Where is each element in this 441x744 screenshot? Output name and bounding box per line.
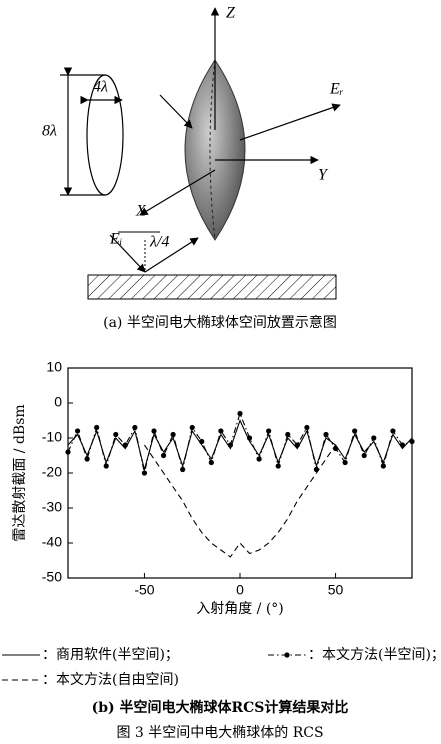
chart: -50 -40 -30 -20 -10 0 10 -50 0 50 入射角度 / (°) 雷达散射截面… (2, 359, 441, 688)
series-line (143, 444, 337, 558)
series-marker (371, 435, 377, 441)
series-marker (275, 463, 281, 469)
series-line (67, 419, 413, 472)
height-label: 8λ (42, 123, 57, 140)
series-marker (74, 428, 81, 434)
series-marker (361, 452, 367, 459)
series-marker (160, 452, 167, 459)
y-label: Y (318, 167, 329, 184)
series-marker (304, 424, 310, 431)
plot-frame (67, 367, 413, 579)
x-tick-label: 50 (328, 582, 344, 598)
y-tick-label: -20 (42, 464, 62, 480)
series-marker (199, 438, 205, 445)
series-marker (409, 438, 415, 445)
series-marker (208, 459, 214, 466)
series-marker (246, 435, 253, 441)
series-marker (218, 428, 224, 434)
y-tick-label: -10 (42, 429, 62, 445)
y-tick-label: 0 (54, 394, 62, 410)
series-marker (380, 463, 386, 469)
caption-b: (b) 半空间电大椭球体RCS计算结果对比 (92, 699, 349, 716)
series-marker (113, 431, 119, 438)
diagram: Z Y X Eᵣ Eᵢ 8λ 4λ λ/4 (a) 半空间电大椭球体空间放置示意… (42, 5, 344, 331)
series-marker (170, 431, 176, 438)
series-marker (227, 442, 234, 448)
z-label: Z (226, 5, 236, 22)
x-tick-label: 0 (236, 582, 244, 598)
series-marker (180, 466, 186, 473)
series-marker (399, 442, 406, 448)
legend-label: ：本文方法(半空间)； (308, 647, 441, 663)
series-marker (141, 470, 148, 476)
width-label: 4λ (93, 79, 108, 96)
series-marker (342, 459, 348, 466)
series-marker (352, 428, 358, 434)
series-marker (294, 442, 300, 448)
y-axis-label: 雷达散射截面 / dBsm (12, 404, 28, 541)
legend-label: ：商用软件(半空间)； (42, 647, 179, 663)
y-tick-label: -40 (42, 534, 62, 550)
incident-arrow (159, 94, 193, 129)
series-marker (103, 463, 109, 469)
y-tick-label: 10 (46, 359, 62, 375)
reflected-arrow (144, 237, 199, 273)
x-label: X (135, 203, 147, 220)
offset-label: λ/4 (149, 234, 169, 251)
scattered-label: Eᵣ (329, 81, 344, 98)
series-marker (237, 410, 243, 417)
incident-label: Eᵢ (109, 231, 122, 248)
series-marker (266, 428, 272, 434)
x-axis-label: 入射角度 / (°) (196, 601, 284, 617)
x-axis (139, 169, 216, 216)
series-marker (84, 456, 90, 462)
ellipsoid-meridian (209, 59, 216, 241)
series-marker (256, 456, 262, 462)
series-marker (151, 428, 157, 434)
series-marker (285, 431, 291, 438)
series-marker (122, 442, 128, 448)
series-marker (390, 428, 396, 434)
series-line (67, 411, 413, 474)
series-marker (323, 431, 329, 438)
series-marker (65, 449, 71, 455)
series-marker (189, 424, 195, 431)
y-tick-label: -30 (42, 499, 62, 515)
y-tick-label: -50 (42, 569, 62, 585)
legend-marker (284, 652, 290, 658)
incident-ground-arrow (109, 234, 146, 273)
caption-a: (a) 半空间电大椭球体空间放置示意图 (103, 314, 337, 331)
series-marker (94, 424, 100, 431)
x-tick-label: -50 (134, 582, 154, 598)
legend-label: ：本文方法(自由空间) (42, 672, 179, 688)
ground-plane (87, 274, 337, 300)
scattered-arrow (239, 103, 341, 141)
figure-caption: 图 3 半空间中电大椭球体的 RCS (116, 725, 323, 741)
series-marker (132, 424, 138, 431)
